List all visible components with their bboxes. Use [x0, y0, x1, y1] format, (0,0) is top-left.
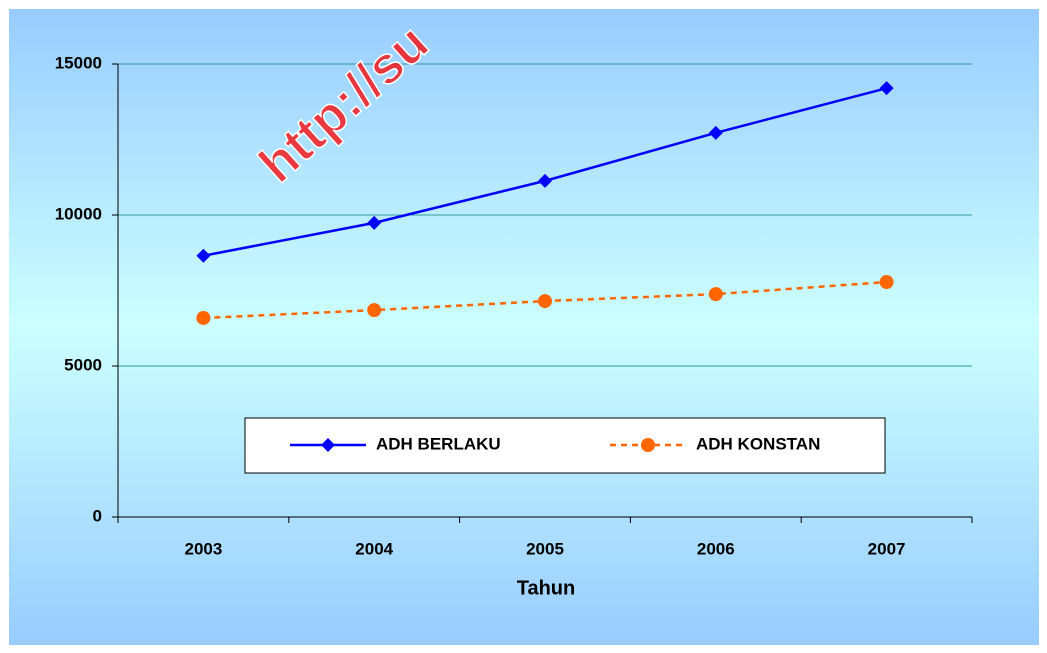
marker: [367, 303, 382, 318]
marker: [538, 294, 552, 309]
x-tick-label: 2007: [868, 539, 906, 558]
legend-label: ADH KONSTAN: [696, 434, 820, 453]
marker: [879, 275, 894, 290]
x-tick-label: 2006: [697, 539, 735, 558]
legend-marker: [641, 438, 655, 452]
marker: [367, 215, 382, 230]
marker: [538, 173, 552, 188]
marker: [708, 125, 723, 140]
chart-area: [9, 9, 1039, 645]
marker: [196, 248, 211, 263]
x-axis-label: Tahun: [517, 577, 576, 599]
y-tick-label: 0: [93, 506, 102, 525]
marker: [708, 287, 723, 302]
y-tick-label: 10000: [55, 204, 102, 223]
legend-marker: [321, 438, 335, 452]
y-tick-label: 15000: [55, 53, 102, 72]
x-tick-label: 2003: [184, 539, 222, 558]
legend-label: ADH BERLAKU: [376, 434, 501, 453]
x-tick-label: 2005: [526, 539, 564, 558]
x-tick-label: 2004: [355, 539, 393, 558]
marker: [196, 310, 211, 325]
y-tick-label: 5000: [64, 355, 102, 374]
marker: [879, 81, 894, 96]
